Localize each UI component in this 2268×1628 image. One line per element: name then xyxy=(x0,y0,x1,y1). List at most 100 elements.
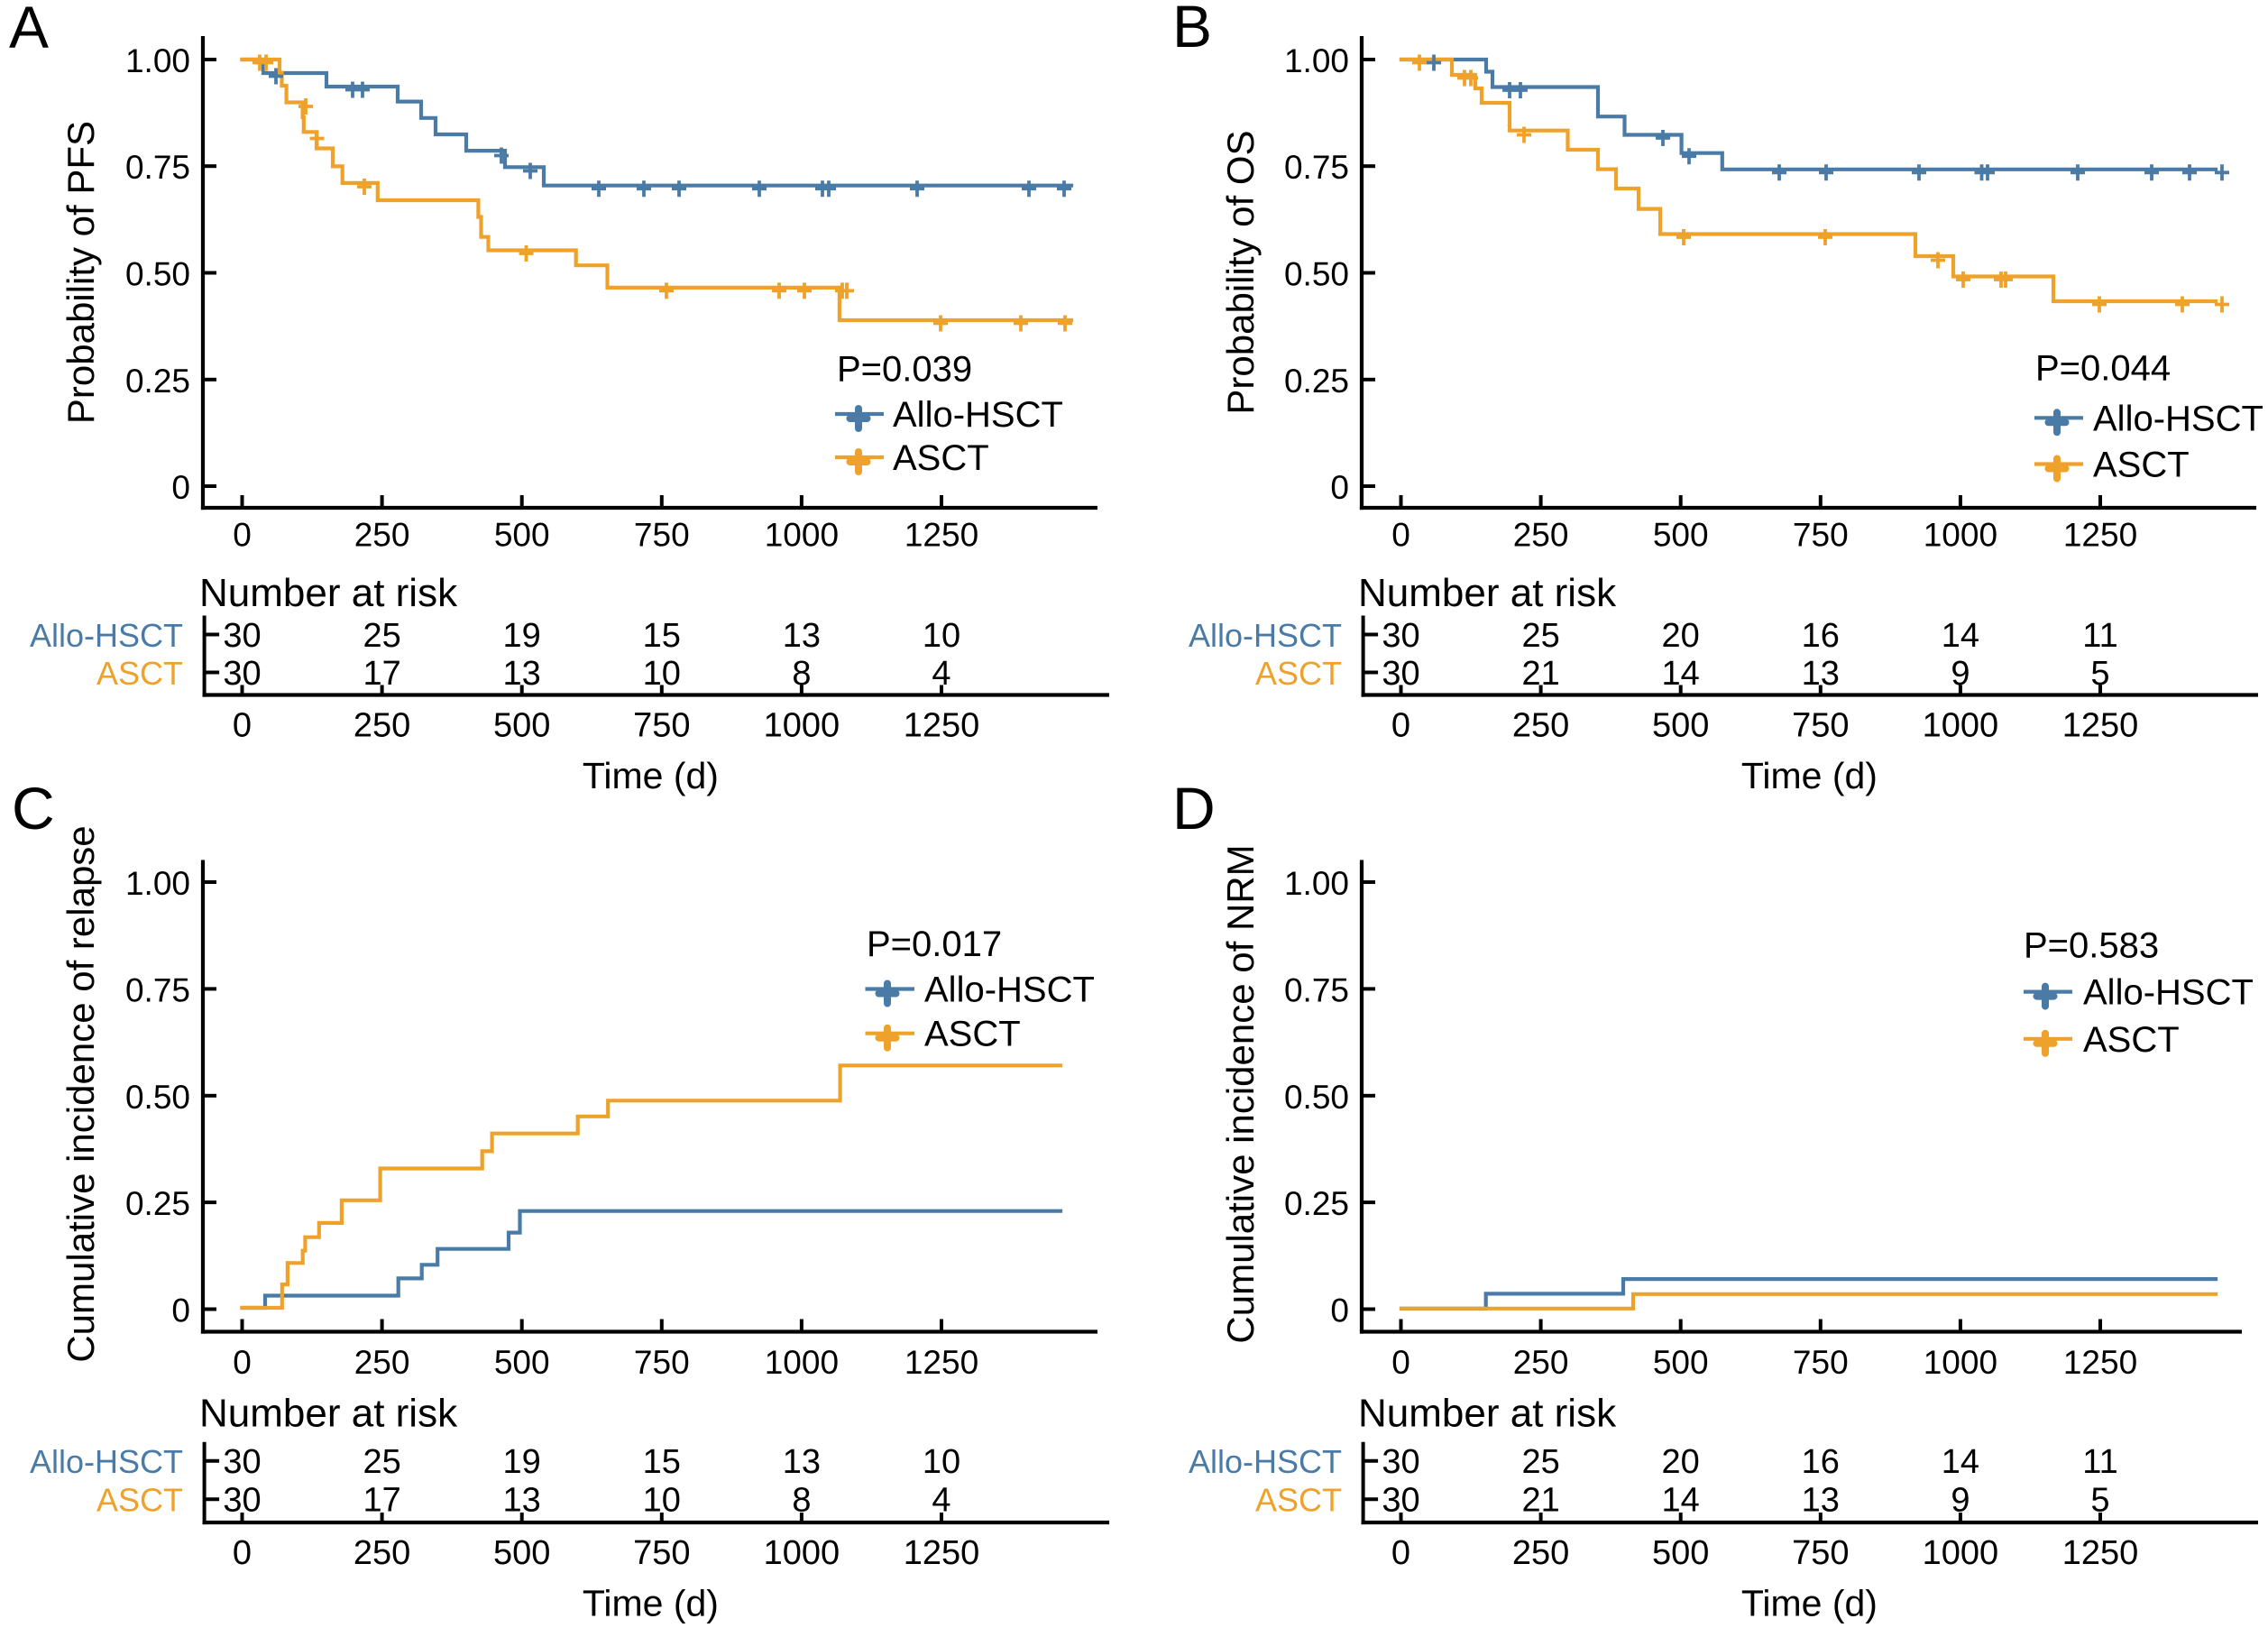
svg-text:5: 5 xyxy=(2090,655,2109,693)
svg-text:Allo-HSCT: Allo-HSCT xyxy=(893,395,1063,435)
svg-text:0.75: 0.75 xyxy=(125,149,190,186)
svg-text:20: 20 xyxy=(1662,1443,1700,1481)
svg-text:0.25: 0.25 xyxy=(125,363,190,400)
svg-text:250: 250 xyxy=(1513,517,1569,554)
svg-text:8: 8 xyxy=(792,1482,811,1520)
svg-text:P=0.039: P=0.039 xyxy=(837,350,972,390)
svg-text:9: 9 xyxy=(1951,655,1970,693)
svg-text:0.25: 0.25 xyxy=(1284,1185,1349,1222)
svg-text:P=0.017: P=0.017 xyxy=(867,924,1002,964)
svg-text:4: 4 xyxy=(932,655,950,693)
svg-text:1250: 1250 xyxy=(2062,1534,2139,1572)
svg-text:250: 250 xyxy=(354,1344,410,1381)
svg-text:9: 9 xyxy=(1951,1482,1970,1520)
svg-text:0.25: 0.25 xyxy=(125,1185,190,1222)
svg-text:1.00: 1.00 xyxy=(1284,865,1349,902)
svg-text:1250: 1250 xyxy=(2062,707,2139,745)
svg-text:25: 25 xyxy=(363,1443,400,1481)
svg-text:ASCT: ASCT xyxy=(1255,1482,1342,1519)
svg-text:250: 250 xyxy=(354,517,410,554)
svg-text:0: 0 xyxy=(1391,1344,1410,1381)
svg-text:P=0.583: P=0.583 xyxy=(2024,926,2159,966)
svg-text:ASCT: ASCT xyxy=(2083,1020,2180,1060)
svg-text:25: 25 xyxy=(363,617,400,655)
svg-text:0.50: 0.50 xyxy=(1284,1079,1349,1116)
svg-text:30: 30 xyxy=(223,617,261,655)
svg-text:0: 0 xyxy=(171,1292,190,1329)
svg-text:0: 0 xyxy=(171,469,190,506)
svg-text:0.75: 0.75 xyxy=(1284,149,1349,186)
svg-text:0.50: 0.50 xyxy=(1284,256,1349,293)
svg-text:Number at risk: Number at risk xyxy=(199,1391,458,1435)
svg-text:250: 250 xyxy=(1512,1534,1569,1572)
svg-text:15: 15 xyxy=(643,1443,681,1481)
svg-text:11: 11 xyxy=(2082,1443,2117,1481)
svg-text:250: 250 xyxy=(1513,1344,1569,1381)
svg-text:250: 250 xyxy=(354,707,410,745)
svg-text:750: 750 xyxy=(634,517,690,554)
svg-text:14: 14 xyxy=(1942,1443,1979,1481)
svg-text:0.75: 0.75 xyxy=(1284,971,1349,1008)
svg-text:ASCT: ASCT xyxy=(96,1482,183,1519)
svg-text:1.00: 1.00 xyxy=(125,42,190,79)
svg-text:Allo-HSCT: Allo-HSCT xyxy=(924,970,1095,1010)
svg-text:1000: 1000 xyxy=(1923,707,1999,745)
svg-text:ASCT: ASCT xyxy=(924,1015,1021,1054)
svg-text:Time (d): Time (d) xyxy=(1741,755,1878,796)
svg-text:0: 0 xyxy=(1391,1534,1410,1572)
svg-text:1250: 1250 xyxy=(904,517,978,554)
svg-text:15: 15 xyxy=(643,617,681,655)
svg-text:1250: 1250 xyxy=(2063,517,2137,554)
svg-text:13: 13 xyxy=(783,1443,821,1481)
svg-text:10: 10 xyxy=(923,617,960,655)
svg-text:C: C xyxy=(12,775,55,842)
svg-text:Allo-HSCT: Allo-HSCT xyxy=(1189,617,1342,654)
svg-text:Probability of OS: Probability of OS xyxy=(1219,130,1262,414)
svg-text:500: 500 xyxy=(1653,1344,1709,1381)
svg-text:Time (d): Time (d) xyxy=(583,1583,719,1624)
svg-text:19: 19 xyxy=(503,1443,541,1481)
svg-text:500: 500 xyxy=(493,707,550,745)
svg-text:Allo-HSCT: Allo-HSCT xyxy=(2093,399,2263,438)
svg-text:1000: 1000 xyxy=(764,1534,840,1572)
svg-text:0: 0 xyxy=(233,1344,252,1381)
svg-text:4: 4 xyxy=(932,1482,950,1520)
svg-text:500: 500 xyxy=(494,517,550,554)
svg-text:750: 750 xyxy=(1792,1534,1849,1572)
svg-text:1250: 1250 xyxy=(904,1344,978,1381)
svg-text:1000: 1000 xyxy=(764,707,840,745)
svg-text:0.75: 0.75 xyxy=(125,971,190,1008)
svg-text:30: 30 xyxy=(1382,1443,1419,1481)
svg-text:250: 250 xyxy=(354,1534,410,1572)
svg-text:0: 0 xyxy=(1391,707,1410,745)
svg-text:750: 750 xyxy=(1793,517,1849,554)
svg-text:10: 10 xyxy=(923,1443,960,1481)
svg-text:0.50: 0.50 xyxy=(125,1079,190,1116)
svg-text:1250: 1250 xyxy=(904,1534,980,1572)
svg-text:30: 30 xyxy=(1382,617,1419,655)
svg-text:0: 0 xyxy=(1330,469,1349,506)
svg-text:Allo-HSCT: Allo-HSCT xyxy=(30,617,183,654)
svg-text:1000: 1000 xyxy=(765,517,839,554)
svg-text:0: 0 xyxy=(1330,1292,1349,1329)
svg-text:500: 500 xyxy=(1652,1534,1709,1572)
svg-text:Number at risk: Number at risk xyxy=(1358,571,1617,615)
svg-text:19: 19 xyxy=(503,617,541,655)
svg-text:Probability of PFS: Probability of PFS xyxy=(60,121,102,424)
svg-text:30: 30 xyxy=(223,1443,261,1481)
svg-text:Cumulative incidence of relaps: Cumulative incidence of relapse xyxy=(60,825,102,1362)
svg-text:13: 13 xyxy=(783,617,821,655)
svg-text:Allo-HSCT: Allo-HSCT xyxy=(30,1443,183,1480)
svg-text:0.25: 0.25 xyxy=(1284,363,1349,400)
svg-text:500: 500 xyxy=(1652,707,1709,745)
svg-text:500: 500 xyxy=(1653,517,1709,554)
svg-text:16: 16 xyxy=(1802,1443,1840,1481)
svg-text:750: 750 xyxy=(634,1344,690,1381)
svg-text:0: 0 xyxy=(1391,517,1410,554)
svg-text:1250: 1250 xyxy=(2063,1344,2137,1381)
svg-text:1000: 1000 xyxy=(765,1344,839,1381)
svg-text:A: A xyxy=(9,0,49,60)
svg-text:250: 250 xyxy=(1512,707,1569,745)
svg-text:0: 0 xyxy=(233,707,252,745)
svg-text:Time (d): Time (d) xyxy=(583,755,719,796)
